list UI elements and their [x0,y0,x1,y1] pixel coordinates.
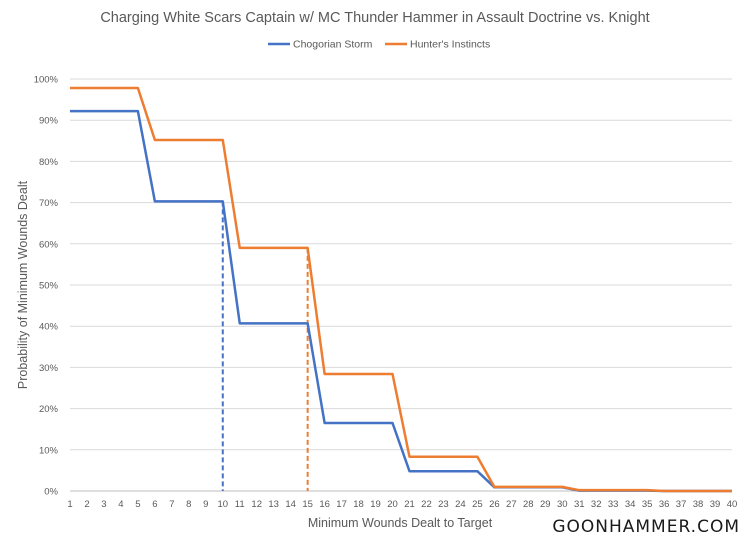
x-tick-label: 5 [135,499,140,510]
y-tick-label: 70% [39,198,59,209]
y-tick-label: 10% [39,445,59,456]
x-tick-label: 28 [523,499,534,510]
x-tick-label: 6 [152,499,157,510]
x-tick-label: 37 [676,499,687,510]
x-tick-label: 33 [608,499,619,510]
x-tick-label: 40 [727,499,738,510]
x-tick-label: 15 [302,499,313,510]
y-tick-label: 60% [39,239,59,250]
legend-label: Hunter's Instincts [410,39,490,51]
gridlines [70,78,732,492]
legend: Chogorian Storm Hunter's Instincts [268,39,490,51]
x-tick-label: 17 [336,499,347,510]
y-tick-label: 30% [39,363,59,374]
y-tick-label: 90% [39,116,59,127]
x-tick-label: 22 [421,499,432,510]
y-tick-label: 20% [39,404,59,415]
series-line [70,109,732,493]
x-tick-label: 18 [353,499,364,510]
y-tick-label: 100% [34,75,59,86]
y-tick-label: 80% [39,157,59,168]
watermark: GOONHAMMER.COM [552,517,740,537]
x-tick-label: 21 [404,499,415,510]
marker-lines [221,201,309,491]
y-tick-label: 50% [39,281,59,292]
x-tick-label: 39 [710,499,721,510]
x-tick-label: 26 [489,499,500,510]
x-tick-label: 2 [84,499,89,510]
x-tick-label: 12 [251,499,262,510]
x-tick-label: 34 [625,499,636,510]
x-tick-label: 9 [203,499,208,510]
x-tick-label: 24 [455,499,466,510]
x-tick-label: 36 [659,499,670,510]
x-tick-label: 7 [169,499,174,510]
y-tick-label: 40% [39,322,59,333]
x-tick-label: 27 [506,499,517,510]
x-tick-label: 19 [370,499,381,510]
y-tick-label: 0% [44,487,58,498]
x-tick-label: 8 [186,499,191,510]
x-axis-title: Minimum Wounds Dealt to Target [308,516,493,530]
series-line [70,86,732,493]
y-axis-ticks: 0% 10% 20% 30% 40% 50% 60% 70% 80% 90% 100% [34,75,59,498]
x-tick-label: 23 [438,499,449,510]
x-tick-label: 25 [472,499,483,510]
x-tick-label: 3 [101,499,106,510]
x-tick-label: 16 [319,499,330,510]
x-tick-label: 14 [285,499,296,510]
y-axis-title: Probability of Minimum Wounds Dealt [16,180,30,389]
x-tick-label: 13 [268,499,279,510]
x-tick-label: 30 [557,499,568,510]
x-tick-label: 11 [235,499,245,510]
series-lines [70,86,732,493]
x-tick-label: 29 [540,499,551,510]
legend-label: Chogorian Storm [293,39,373,51]
x-tick-label: 38 [693,499,704,510]
x-tick-label: 1 [67,499,72,510]
x-tick-label: 20 [387,499,398,510]
x-tick-label: 35 [642,499,653,510]
x-tick-label: 32 [591,499,602,510]
x-tick-label: 10 [217,499,228,510]
x-tick-label: 4 [118,499,123,510]
x-tick-label: 31 [574,499,585,510]
chart-title: Charging White Scars Captain w/ MC Thund… [100,10,649,26]
x-axis-ticks: 1 2 3 4 5 6 7 8 9 10 11 12 13 14 15 16 17 18 19 20 21 22 23 24 2… [67,499,737,510]
